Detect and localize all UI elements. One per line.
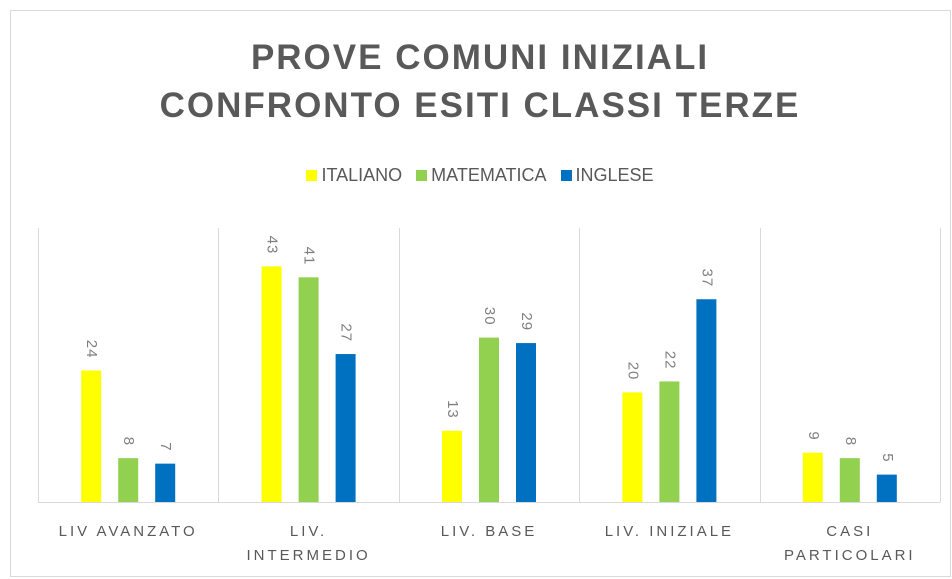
data-label: 30 (481, 307, 498, 326)
data-label: 9 (805, 431, 822, 440)
legend-label: MATEMATICA (431, 165, 547, 185)
bar (81, 370, 102, 502)
data-label: 27 (338, 323, 355, 342)
bar (479, 337, 499, 502)
legend-swatch (306, 170, 318, 181)
bar (298, 277, 319, 502)
data-label: 22 (661, 351, 678, 370)
data-label: 43 (264, 236, 281, 255)
data-label: 41 (301, 247, 318, 266)
bar (261, 266, 282, 502)
bar (155, 463, 176, 502)
data-label: 24 (83, 340, 100, 359)
bar (118, 458, 139, 502)
bar (876, 474, 897, 502)
x-tick-label: LIV. INTERMEDIO (246, 523, 371, 564)
x-tick-label: LIV. BASE (440, 523, 538, 540)
x-tick-label: LIV AVANZATO (58, 523, 198, 540)
data-label: 13 (444, 400, 461, 419)
legend: ITALIANO MATEMATICA INGLESE (10, 165, 950, 186)
legend-label: ITALIANO (321, 165, 403, 185)
legend-label: INGLESE (575, 165, 654, 185)
bar (335, 354, 356, 502)
data-label: 37 (698, 269, 715, 288)
bar (659, 381, 680, 502)
bar (442, 430, 462, 502)
bar (696, 299, 717, 502)
chart-title: PROVE COMUNI INIZIALI CONFRONTO ESITI CL… (159, 38, 801, 125)
legend-swatch (416, 170, 428, 181)
legend-item: MATEMATICA (416, 165, 547, 186)
data-label: 8 (120, 437, 137, 446)
data-label: 8 (842, 437, 859, 446)
x-tick-label: LIV. INIZIALE (604, 523, 735, 540)
data-label: 20 (624, 362, 641, 381)
bar (839, 458, 860, 502)
bar (802, 452, 823, 502)
legend-swatch (560, 170, 572, 181)
data-label: 29 (518, 312, 535, 331)
data-label: 5 (879, 453, 896, 462)
x-tick-label: CASI PARTICOLARI (783, 523, 916, 564)
legend-item: INGLESE (560, 165, 654, 186)
legend-item: ITALIANO (306, 165, 402, 186)
bar (516, 343, 536, 502)
bar (622, 392, 643, 502)
chart-border (10, 10, 951, 577)
data-label: 7 (157, 442, 174, 451)
